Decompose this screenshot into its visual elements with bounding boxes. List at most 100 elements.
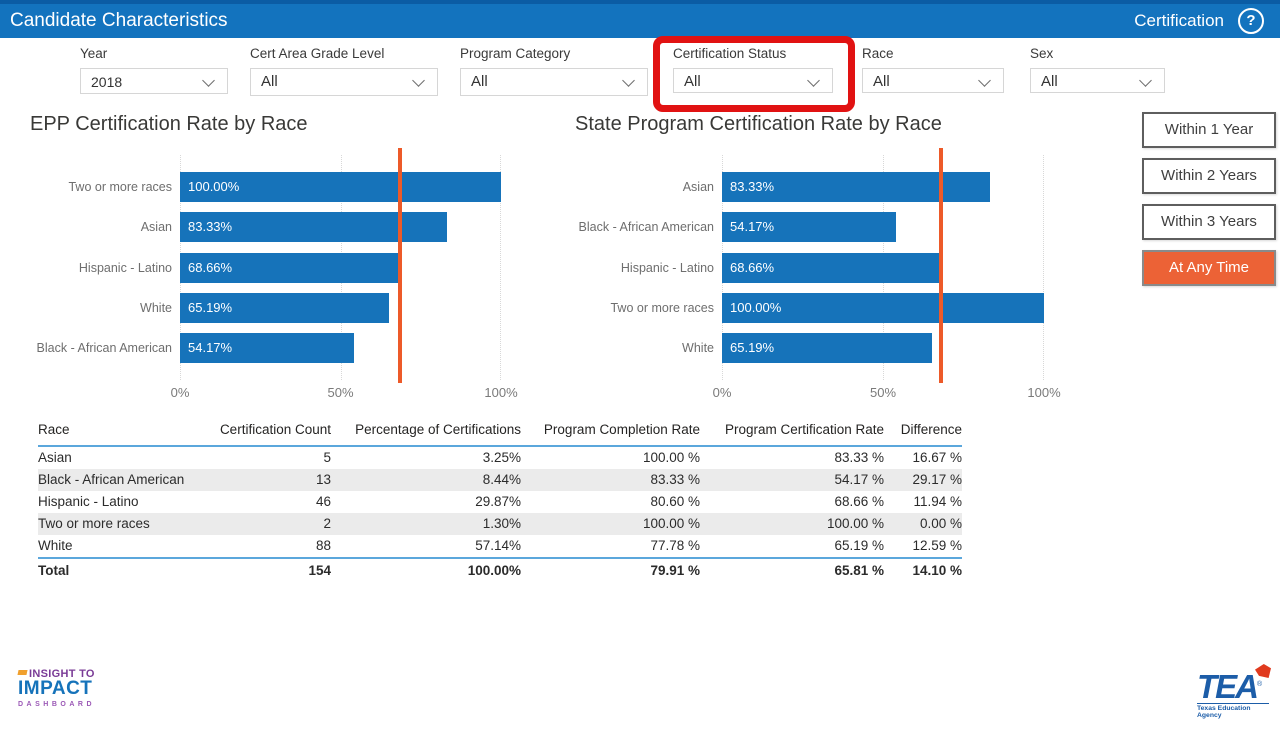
x-axis-tick: 50%	[327, 385, 353, 400]
help-icon[interactable]: ?	[1238, 8, 1264, 34]
cell-certification-rate: 54.17 %	[700, 469, 884, 491]
bar-black-african-american[interactable]: 54.17%	[180, 333, 354, 363]
cell-completion-rate: 100.00 %	[521, 447, 700, 469]
gridline	[1043, 155, 1044, 380]
bar-value-label: 83.33%	[730, 172, 774, 202]
x-axis-tick: 0%	[713, 385, 732, 400]
column-header-difference: Difference	[884, 417, 962, 445]
cell-total-count: 154	[218, 559, 331, 581]
bar-value-label: 68.66%	[188, 253, 232, 283]
bar-black-african-american[interactable]: 54.17%	[722, 212, 896, 242]
section-label: Certification	[1134, 4, 1224, 38]
within-2-years-button[interactable]: Within 2 Years	[1142, 158, 1276, 194]
cell-difference: 12.59 %	[884, 535, 962, 557]
cell-total-difference: 14.10 %	[884, 559, 962, 581]
filter-sex-label: Sex	[1030, 46, 1165, 61]
category-label: White	[554, 333, 714, 363]
bar-value-label: 65.19%	[730, 333, 774, 363]
x-axis-tick: 0%	[171, 385, 190, 400]
filter-certification-status: Certification Status All	[673, 46, 833, 93]
cell-pct-certifications: 29.87%	[331, 491, 521, 513]
bar-value-label: 68.66%	[730, 253, 774, 283]
cell-total-certification: 65.81 %	[700, 559, 884, 581]
texas-apple-icon	[1255, 664, 1271, 678]
logo-text-texas-education-agency: Texas Education Agency	[1197, 703, 1269, 719]
year-dropdown[interactable]: 2018	[80, 68, 228, 94]
bar-asian[interactable]: 83.33%	[180, 212, 447, 242]
cell-total-label: Total	[38, 559, 218, 581]
logo-text-dashboard: DASHBOARD	[18, 701, 128, 708]
certification-status-dropdown[interactable]: All	[673, 68, 833, 93]
filter-year-label: Year	[80, 46, 228, 61]
bar-asian[interactable]: 83.33%	[722, 172, 990, 202]
cell-count: 2	[218, 513, 331, 535]
cert-area-grade-level-dropdown[interactable]: All	[250, 68, 438, 96]
bar-hispanic-latino[interactable]: 68.66%	[722, 253, 943, 283]
bar-two-or-more-races[interactable]: 100.00%	[722, 293, 1044, 323]
cert-area-grade-level-dropdown-value: All	[261, 69, 278, 95]
chevron-down-icon	[622, 74, 635, 87]
year-dropdown-value: 2018	[91, 69, 122, 95]
cell-difference: 16.67 %	[884, 447, 962, 469]
bar-value-label: 54.17%	[188, 333, 232, 363]
at-any-time-button[interactable]: At Any Time	[1142, 250, 1276, 286]
cell-pct-certifications: 1.30%	[331, 513, 521, 535]
category-label: Black - African American	[554, 212, 714, 242]
table-row: Asian 5 3.25% 100.00 % 83.33 % 16.67 %	[38, 447, 962, 469]
insight-to-impact-dashboard-logo: INSIGHT TO IMPACT DASHBOARD	[18, 668, 128, 708]
cell-pct-certifications: 3.25%	[331, 447, 521, 469]
epp-chart-plot-area: 100.00% 83.33% 68.66% 65.19% 54.17% 0% 5…	[180, 155, 501, 380]
certification-table: Race Certification Count Percentage of C…	[38, 417, 962, 581]
within-1-year-button[interactable]: Within 1 Year	[1142, 112, 1276, 148]
certification-status-dropdown-value: All	[684, 69, 701, 95]
cell-race: White	[38, 535, 218, 557]
sex-dropdown[interactable]: All	[1030, 68, 1165, 93]
cell-race: Black - African American	[38, 469, 218, 491]
bar-value-label: 100.00%	[730, 293, 781, 323]
cell-difference: 0.00 %	[884, 513, 962, 535]
cell-count: 88	[218, 535, 331, 557]
x-axis-tick: 50%	[870, 385, 896, 400]
table-total-row: Total 154 100.00% 79.91 % 65.81 % 14.10 …	[38, 557, 962, 581]
state-chart-plot-area: 83.33% 54.17% 68.66% 100.00% 65.19% 0% 5…	[722, 155, 1044, 380]
bar-white[interactable]: 65.19%	[722, 333, 932, 363]
table-row: Hispanic - Latino 46 29.87% 80.60 % 68.6…	[38, 491, 962, 513]
race-dropdown-value: All	[873, 69, 890, 95]
bar-hispanic-latino[interactable]: 68.66%	[180, 253, 400, 283]
cell-difference: 11.94 %	[884, 491, 962, 513]
category-label: Two or more races	[22, 172, 172, 202]
bar-two-or-more-races[interactable]: 100.00%	[180, 172, 501, 202]
bar-value-label: 100.00%	[188, 172, 239, 202]
filter-cert-area-grade-level-label: Cert Area Grade Level	[250, 46, 438, 61]
program-category-dropdown[interactable]: All	[460, 68, 648, 96]
cell-completion-rate: 83.33 %	[521, 469, 700, 491]
filter-year: Year 2018	[80, 46, 228, 94]
cell-pct-certifications: 57.14%	[331, 535, 521, 557]
within-3-years-button[interactable]: Within 3 Years	[1142, 204, 1276, 240]
filter-sex: Sex All	[1030, 46, 1165, 93]
bar-white[interactable]: 65.19%	[180, 293, 389, 323]
filter-program-category: Program Category All	[460, 46, 648, 96]
tea-logo: TEA® Texas Education Agency	[1197, 668, 1277, 719]
x-axis-tick: 100%	[1027, 385, 1060, 400]
page-title: Candidate Characteristics	[10, 4, 228, 38]
filter-race-label: Race	[862, 46, 1004, 61]
sex-dropdown-value: All	[1041, 69, 1058, 95]
cell-count: 13	[218, 469, 331, 491]
filter-program-category-label: Program Category	[460, 46, 648, 61]
state-chart-title: State Program Certification Rate by Race	[575, 113, 942, 136]
cell-completion-rate: 80.60 %	[521, 491, 700, 513]
top-bar: Candidate Characteristics Certification …	[0, 0, 1280, 38]
reference-line	[939, 148, 943, 383]
logo-text-impact: IMPACT	[18, 678, 128, 700]
race-dropdown[interactable]: All	[862, 68, 1004, 93]
bar-value-label: 83.33%	[188, 212, 232, 242]
table-row: Two or more races 2 1.30% 100.00 % 100.0…	[38, 513, 962, 535]
table-row: White 88 57.14% 77.78 % 65.19 % 12.59 %	[38, 535, 962, 557]
table-row: Black - African American 13 8.44% 83.33 …	[38, 469, 962, 491]
cell-count: 46	[218, 491, 331, 513]
cell-pct-certifications: 8.44%	[331, 469, 521, 491]
cell-count: 5	[218, 447, 331, 469]
chevron-down-icon	[202, 74, 215, 87]
chevron-down-icon	[978, 74, 991, 87]
